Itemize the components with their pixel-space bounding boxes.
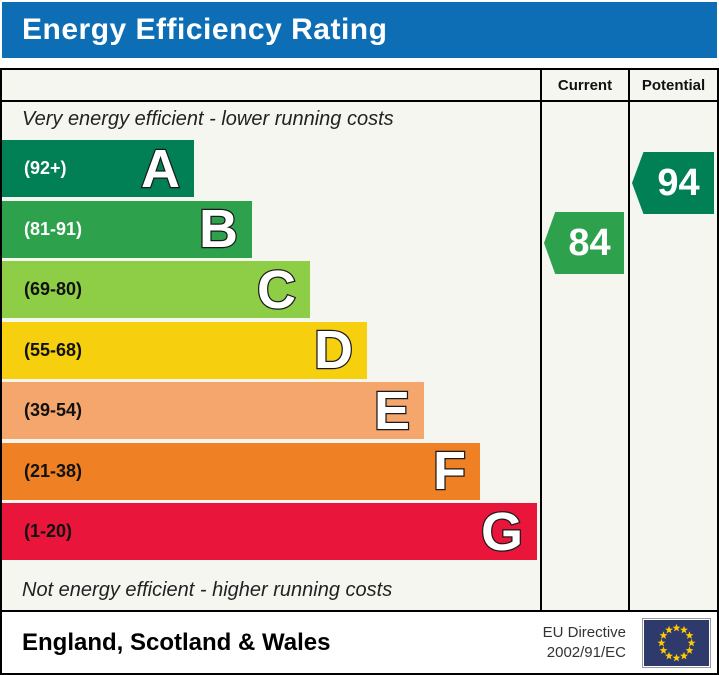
chart-body-row: Very energy efficient - lower running co… [2, 102, 717, 610]
bands: (92+) A (81-91) B (69-80) C (55-68) D (39-54) E (2… [2, 140, 537, 564]
eu-directive-line2: 2002/91/EC [546, 643, 626, 661]
page-title: Energy Efficiency Rating [22, 13, 388, 46]
band-letter: E [373, 380, 412, 441]
band-range-label: (69-80) [24, 279, 83, 299]
eu-directive-text: EU Directive 2002/91/EC [543, 623, 626, 662]
footer-region-label: England, Scotland & Wales [22, 628, 331, 656]
band-range-label: (39-54) [24, 400, 83, 420]
band-letter: D [313, 320, 355, 380]
current-column: 84 [540, 102, 628, 610]
band-e: (39-54) E [2, 382, 424, 439]
band-d: (55-68) D [2, 320, 367, 380]
potential-column: 94 [628, 102, 717, 610]
band-c: (69-80) C [2, 261, 310, 318]
band-f: (21-38) F [2, 441, 480, 501]
bottom-note: Not energy efficient - higher running co… [22, 579, 393, 601]
top-note: Very energy efficient - lower running co… [22, 108, 394, 130]
title-bar: Energy Efficiency Rating [2, 2, 717, 58]
footer-bar: England, Scotland & Wales EU Directive 2… [0, 612, 719, 675]
band-letter: C [256, 259, 298, 320]
potential-rating-value: 94 [657, 161, 700, 204]
band-range-label: (21-38) [24, 460, 83, 481]
eu-flag-icon [642, 617, 711, 668]
eu-directive-line1: EU Directive [542, 624, 626, 641]
energy-rating-chart: Current Potential Very energy efficient … [0, 68, 719, 612]
band-b: (81-91) B [2, 199, 252, 259]
current-rating-arrow: 84 [544, 212, 624, 274]
band-letter: A [140, 138, 182, 199]
band-g: (1-20) G [2, 503, 537, 560]
band-letter: F [432, 441, 468, 501]
band-range-label: (92+) [24, 158, 67, 178]
band-range-label: (1-20) [24, 521, 73, 541]
header-current-label: Current [540, 70, 628, 100]
band-range-label: (55-68) [24, 339, 83, 360]
bands-column: Very energy efficient - lower running co… [2, 102, 540, 610]
band-range-label: (81-91) [24, 218, 83, 239]
band-a: (92+) A [2, 140, 194, 197]
header-potential-label: Potential [628, 70, 717, 100]
chart-header-row: Current Potential [2, 70, 717, 102]
header-spacer-cell [2, 70, 540, 100]
potential-rating-arrow: 94 [632, 152, 714, 214]
band-letter: B [198, 199, 240, 259]
current-rating-value: 84 [568, 221, 611, 264]
band-letter: G [480, 501, 525, 562]
